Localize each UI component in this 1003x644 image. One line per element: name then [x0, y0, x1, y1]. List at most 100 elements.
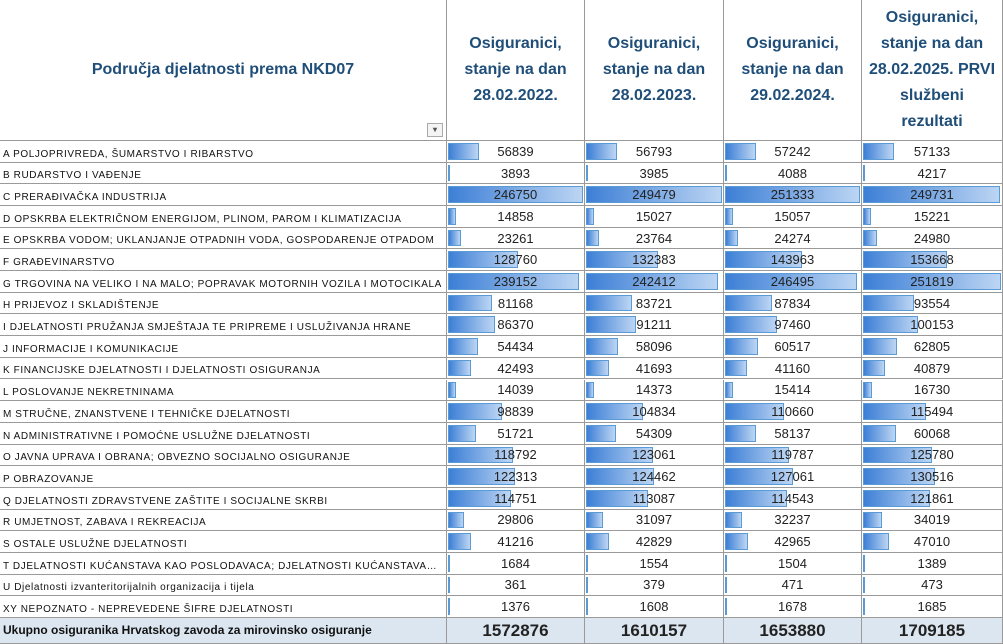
data-bar	[586, 208, 595, 225]
value-cell: 41693	[585, 357, 724, 380]
row-label: G TRGOVINA NA VELIKO I NA MALO; POPRAVAK…	[0, 271, 447, 293]
value-cell: 1608	[585, 596, 724, 618]
cell-text: 251819	[910, 273, 954, 289]
cell-text: N ADMINISTRATIVNE I POMOĆNE USLUŽNE DJEL…	[3, 430, 311, 442]
cell-text: 125780	[910, 447, 954, 463]
cell-text: 4217	[917, 165, 947, 181]
cell-text: 23261	[497, 230, 534, 246]
value-cell: 1504	[724, 552, 862, 575]
data-bar	[725, 338, 758, 355]
cell-text: 3985	[639, 165, 669, 181]
value-cell: 86370	[447, 314, 585, 337]
data-bar	[448, 554, 450, 572]
cell-text: 251333	[770, 187, 815, 203]
value-cell: 4088	[724, 162, 862, 185]
cell-text: 14373	[635, 382, 673, 398]
header-cell: Osiguranici, stanje na dan 28.02.2022.	[447, 0, 585, 141]
cell-text: J INFORMACIJE I KOMUNIKACIJE	[3, 343, 179, 355]
value-cell: 114751	[447, 487, 585, 510]
data-bar	[586, 533, 610, 550]
cell-text: 249731	[910, 187, 954, 203]
cell-text: Osiguranici, stanje na dan 29.02.2024.	[741, 35, 844, 104]
data-bar	[586, 598, 588, 615]
value-cell: 87834	[724, 292, 862, 315]
value-cell: 127061	[724, 466, 862, 488]
value-cell: 83721	[585, 292, 724, 315]
data-bar	[586, 424, 616, 442]
value-cell: 93554	[862, 292, 1003, 315]
cell-text: T DJELATNOSTI KUĆANSTAVA KAO POSLODAVACA…	[3, 560, 438, 572]
cell-text: P OBRAZOVANJE	[3, 473, 94, 485]
value-cell: 249479	[585, 184, 724, 207]
cell-text: 118792	[494, 447, 537, 463]
value-cell: 115494	[862, 401, 1003, 423]
value-cell: 3985	[585, 162, 724, 185]
filter-button[interactable]: ▾	[427, 123, 443, 137]
value-cell: 42829	[585, 531, 724, 553]
value-cell: 23764	[585, 227, 724, 250]
data-bar	[448, 576, 450, 594]
value-cell: 153668	[862, 249, 1003, 272]
row-label: N ADMINISTRATIVNE I POMOĆNE USLUŽNE DJEL…	[0, 422, 447, 445]
data-bar	[725, 424, 757, 442]
data-bar	[448, 316, 496, 334]
cell-text: 110660	[771, 404, 814, 419]
header-cell: Osiguranici, stanje na dan 29.02.2024.	[724, 0, 862, 141]
cell-text: 58137	[774, 425, 811, 441]
cell-text: B RUDARSTVO I VAĐENJE	[3, 170, 142, 182]
cell-text: 1709185	[898, 620, 966, 640]
cell-text: 54434	[497, 338, 534, 354]
value-cell: 379	[585, 574, 724, 597]
value-cell: 251819	[862, 271, 1003, 293]
value-cell: 41160	[724, 357, 862, 380]
cell-text: 143963	[770, 252, 815, 268]
value-cell: 81168	[447, 292, 585, 315]
value-cell: 130516	[862, 466, 1003, 488]
data-bar	[863, 511, 882, 529]
value-cell: 51721	[447, 422, 585, 445]
data-bar	[448, 511, 465, 529]
value-cell: 104834	[585, 401, 724, 423]
data-bar	[448, 403, 503, 420]
cell-text: 97460	[774, 317, 811, 333]
data-bar	[863, 164, 866, 182]
value-cell: 15414	[724, 379, 862, 402]
data-bar	[725, 576, 727, 594]
data-bar	[725, 294, 773, 312]
data-bar	[863, 533, 889, 550]
data-bar	[448, 381, 456, 399]
total-value: 1610157	[585, 618, 724, 644]
cell-text: 1610157	[620, 620, 688, 640]
value-cell: 110660	[724, 401, 862, 423]
cell-text: 57133	[913, 143, 951, 159]
cell-text: 41693	[635, 360, 673, 376]
value-cell: 471	[724, 574, 862, 597]
cell-text: S OSTALE USLUŽNE DJELATNOSTI	[3, 538, 188, 550]
data-bar	[863, 273, 1001, 290]
data-bar	[863, 359, 886, 377]
cell-text: K FINANCIJSKE DJELATNOSTI I DJELATNOSTI …	[3, 365, 321, 377]
cell-text: 57242	[774, 143, 811, 159]
data-bar	[725, 598, 727, 615]
row-label: S OSTALE USLUŽNE DJELATNOSTI	[0, 531, 447, 553]
value-cell: 242412	[585, 271, 724, 293]
cell-text: 40879	[913, 360, 951, 376]
cell-text: 14858	[497, 208, 534, 224]
data-bar	[448, 424, 477, 442]
row-label: U Djelatnosti izvanteritorijalnih organi…	[0, 574, 447, 597]
data-bar	[725, 511, 743, 529]
cell-text: 86370	[497, 317, 534, 333]
value-cell: 24274	[724, 227, 862, 250]
row-label: T DJELATNOSTI KUĆANSTAVA KAO POSLODAVACA…	[0, 552, 447, 575]
cell-text: 4088	[778, 165, 807, 181]
cell-text: 1504	[778, 555, 807, 571]
value-cell: 143963	[724, 249, 862, 272]
cell-text: 127061	[770, 469, 815, 485]
value-cell: 1684	[447, 552, 585, 575]
cell-text: 114543	[771, 490, 814, 506]
data-bar	[725, 273, 858, 290]
cell-text: 58096	[635, 338, 673, 354]
cell-text: 56839	[497, 143, 534, 159]
data-bar	[725, 143, 756, 160]
